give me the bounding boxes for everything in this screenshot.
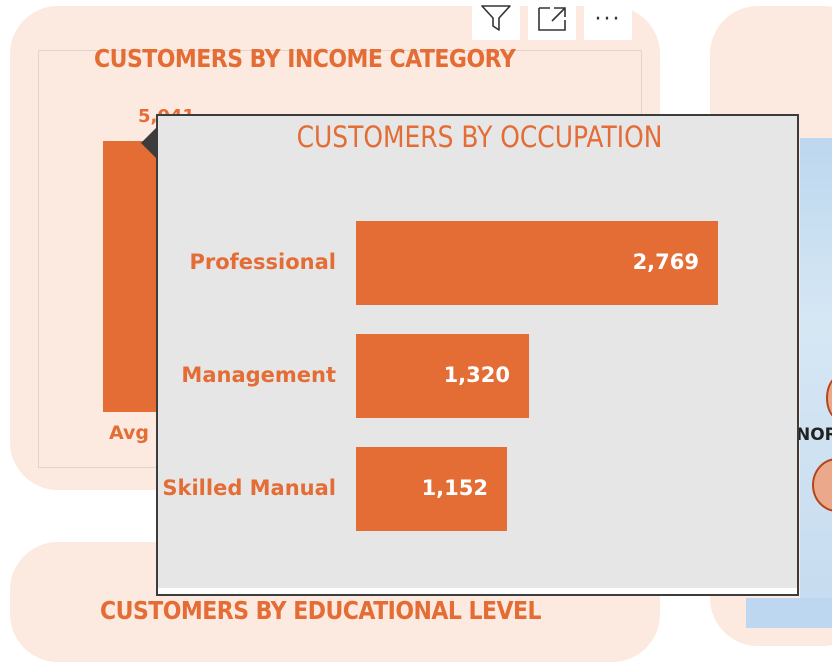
occupation-category-label: Management — [181, 363, 336, 387]
tooltip-pointer — [141, 128, 156, 158]
more-options-icon: ··· — [594, 7, 622, 32]
occupation-bar[interactable] — [356, 221, 718, 305]
occupation-bar[interactable] — [356, 334, 529, 418]
occupation-category-label: Skilled Manual — [162, 476, 336, 500]
income-card-title: CUSTOMERS BY INCOME CATEGORY — [94, 44, 516, 73]
filter-button[interactable] — [472, 0, 520, 40]
filter-icon — [479, 3, 513, 37]
income-bar-avg[interactable] — [103, 141, 163, 412]
map-canvas-bottom[interactable] — [746, 598, 832, 628]
occupation-tooltip: CUSTOMERS BY OCCUPATION Professional 2,76… — [156, 114, 799, 596]
tooltip-bottom-edge — [158, 588, 797, 594]
focus-mode-icon — [536, 3, 568, 37]
income-category-label: Avg — [109, 422, 150, 444]
focus-mode-button[interactable] — [528, 0, 576, 40]
occupation-bar-value-label: 1,152 — [421, 476, 488, 500]
education-card-title: CUSTOMERS BY EDUCATIONAL LEVEL — [100, 596, 542, 625]
occupation-chart-title: CUSTOMERS BY OCCUPATION — [296, 120, 663, 154]
occupation-bar-value-label: 2,769 — [632, 250, 699, 274]
map-canvas[interactable] — [800, 138, 832, 598]
occupation-bar-value-label: 1,320 — [443, 363, 510, 387]
map-region-label: NOR — [796, 425, 832, 445]
occupation-bar[interactable] — [356, 447, 507, 531]
occupation-category-label: Professional — [189, 250, 337, 274]
more-options-button[interactable]: ··· — [584, 0, 632, 40]
